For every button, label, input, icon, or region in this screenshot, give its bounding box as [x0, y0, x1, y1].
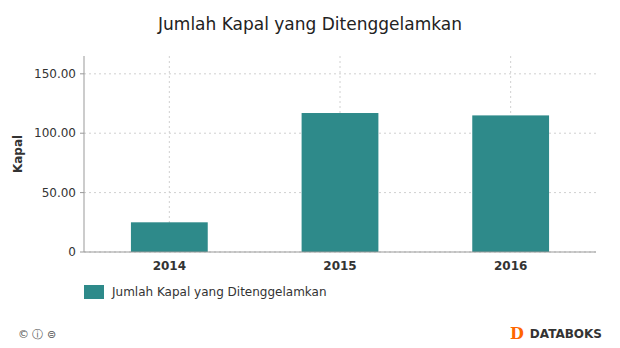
y-tick: [80, 252, 84, 253]
y-tick-label: 150.00: [34, 67, 76, 81]
y-grid-line: [84, 252, 596, 253]
grid: [84, 56, 596, 252]
footer-icons: © ⓘ ⊜: [18, 328, 56, 341]
y-tick: [80, 73, 84, 74]
y-axis-label: Kapal: [11, 135, 25, 173]
footer-brand: DATABOKS: [530, 327, 602, 341]
y-grid-line: [84, 73, 596, 74]
x-axis-line: [84, 252, 596, 253]
bar: [302, 113, 379, 252]
y-tick-label: 100.00: [34, 126, 76, 140]
legend-swatch: [84, 285, 104, 299]
footer-logo: D: [510, 324, 524, 343]
chart-container: Jumlah Kapal yang Ditenggelamkan 0 50.00 10…: [0, 0, 620, 348]
y-axis-line: [84, 56, 85, 252]
title: Jumlah Kapal yang Ditenggelamkan: [157, 14, 462, 34]
chart: Jumlah Kapal yang Ditenggelamkan 0 50.00 10…: [0, 0, 620, 348]
bar: [131, 222, 208, 252]
y-tick: [80, 133, 84, 134]
x-tick-label: 2015: [323, 259, 356, 273]
y-tick: [80, 192, 84, 193]
x-tick-label: 2014: [153, 259, 186, 273]
bars: [131, 113, 549, 252]
bar: [472, 115, 549, 252]
y-tick-label: 50.00: [42, 186, 76, 200]
legend-label: Jumlah Kapal yang Ditenggelamkan: [111, 285, 327, 299]
legend: Jumlah Kapal yang Ditenggelamkan: [84, 285, 327, 299]
y-tick-label: 0: [68, 245, 76, 259]
x-tick-label: 2016: [494, 259, 527, 273]
